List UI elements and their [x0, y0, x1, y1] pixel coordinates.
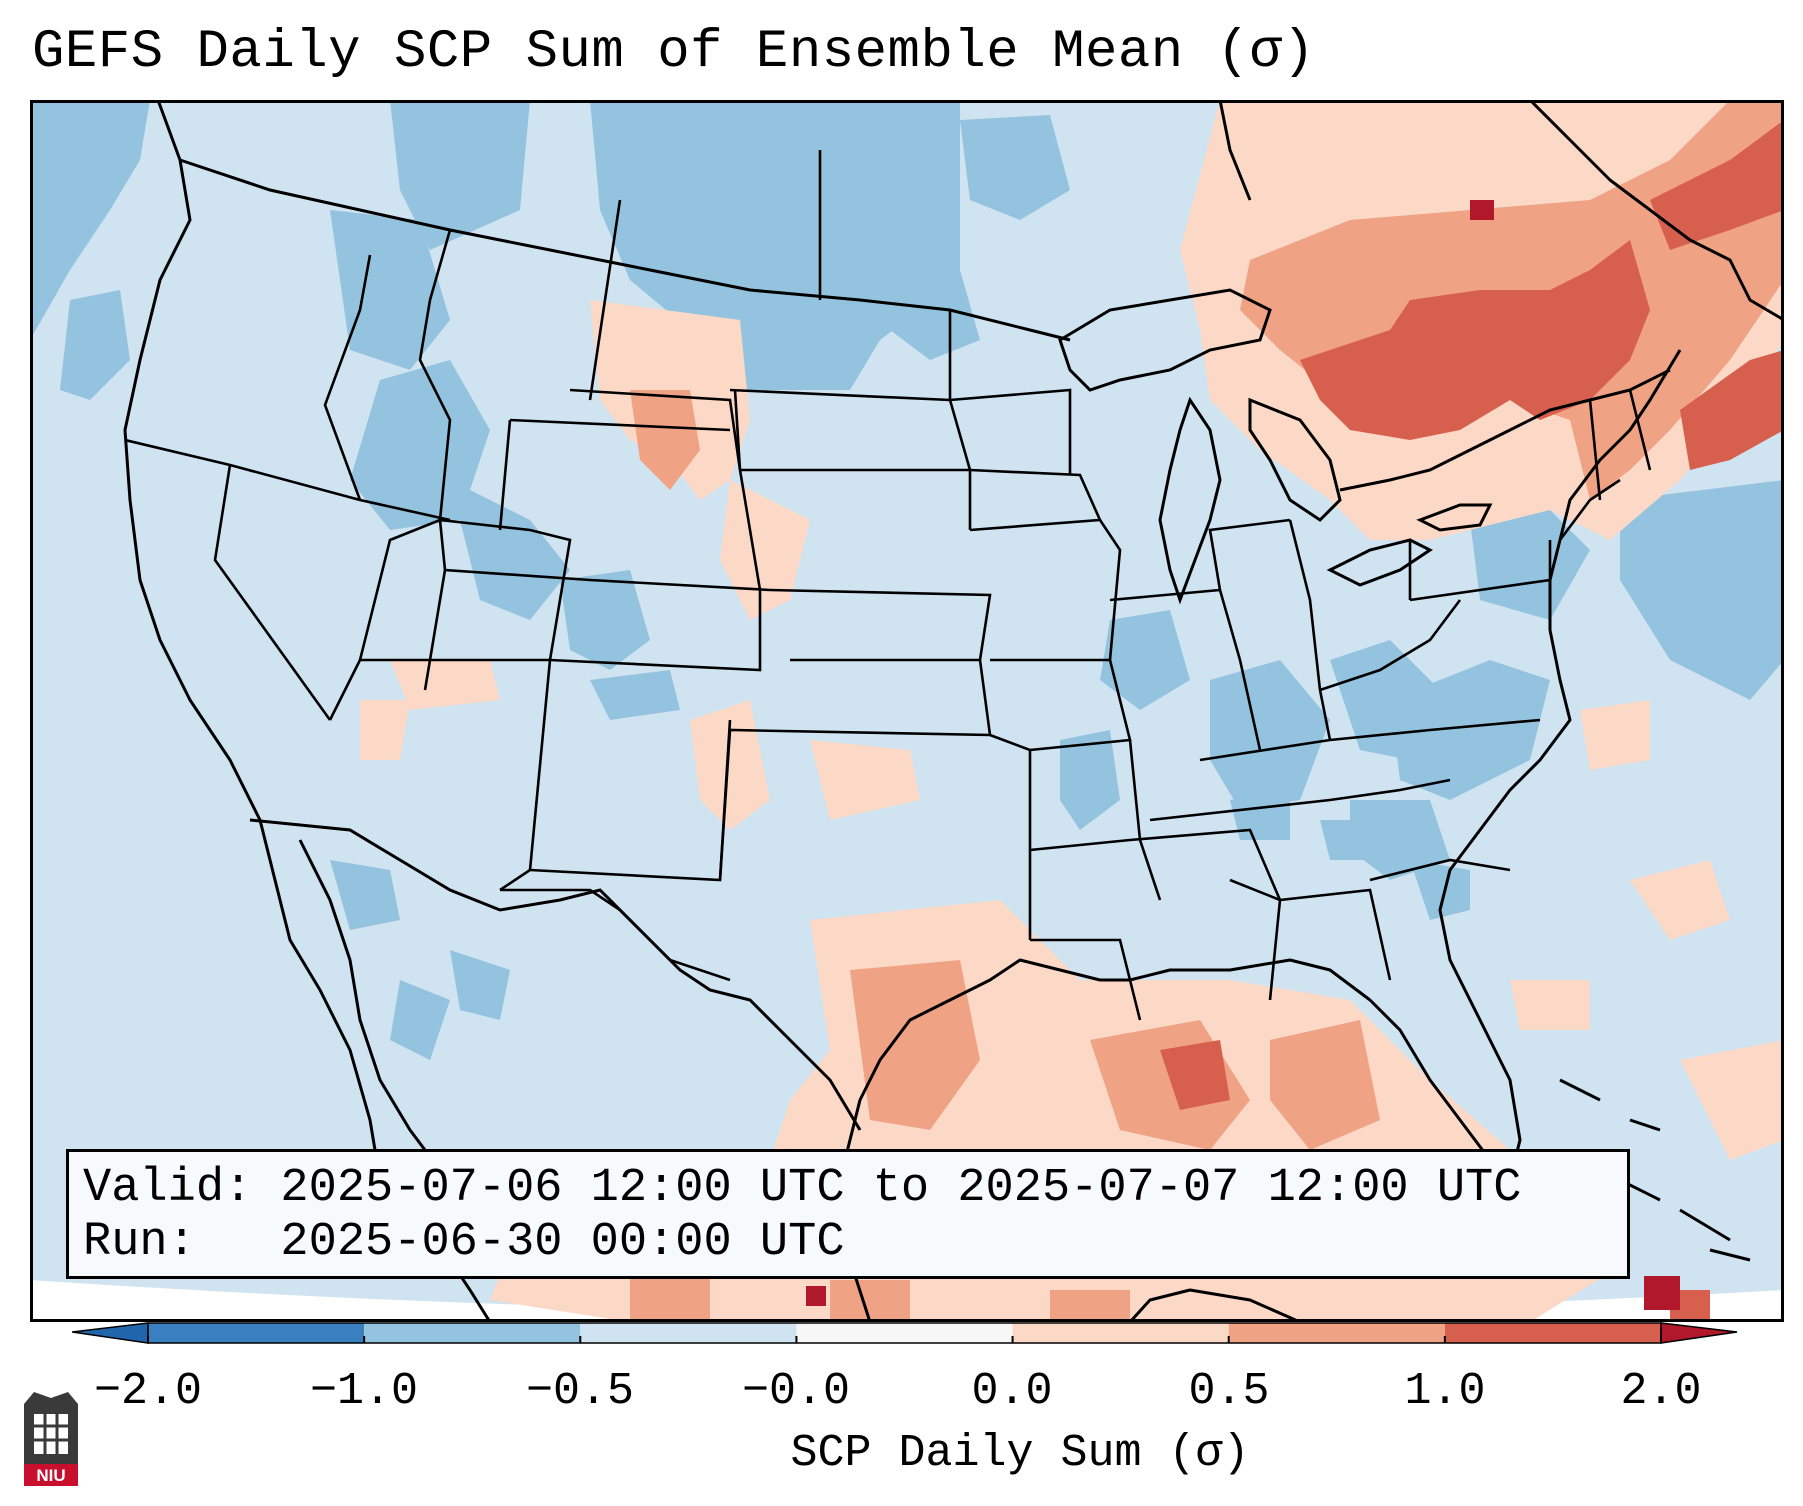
colorbar-extend-high — [1660, 1322, 1738, 1344]
colorbar-tick-label: 1.0 — [1404, 1366, 1486, 1417]
lake-huron — [1248, 397, 1342, 522]
lake-michigan — [1158, 396, 1222, 605]
colorbar — [72, 1322, 1738, 1344]
canada-border-east — [1339, 368, 1671, 492]
colorbar-outline — [147, 1322, 1662, 1344]
colorbar-tick-label: −0.5 — [525, 1366, 635, 1417]
lake-erie — [1326, 538, 1433, 587]
yucatan-coastline — [1128, 1288, 1301, 1322]
valid-time-text: Valid: 2025-07-06 12:00 UTC to 2025-07-0… — [83, 1162, 1522, 1215]
colorbar-segment — [1012, 1323, 1229, 1343]
colorbar-tick-label: 0.0 — [971, 1366, 1053, 1417]
run-time-text: Run: 2025-06-30 00:00 UTC — [83, 1216, 845, 1269]
lake-ontario — [1416, 503, 1493, 532]
colorbar-extend-low — [72, 1322, 149, 1344]
niu-logo: NIU — [24, 1392, 78, 1486]
map-title: GEFS Daily SCP Sum of Ensemble Mean (σ) — [32, 22, 1316, 83]
colorbar-tick-label: −0.0 — [741, 1366, 851, 1417]
canada-east-coastline — [1528, 100, 1784, 322]
colorbar-segment — [796, 1323, 1013, 1343]
pacific-coastline — [123, 100, 392, 1231]
strong-positive-areas — [1160, 120, 1784, 1322]
colorbar-tick-label: −2.0 — [93, 1366, 203, 1417]
state-borders — [124, 150, 1652, 1021]
canada-border — [179, 158, 1071, 342]
colorbar-segment — [148, 1323, 365, 1343]
colorbar-segment — [1228, 1323, 1445, 1343]
colorbar-tick-label: 0.5 — [1188, 1366, 1270, 1417]
lake-superior — [1058, 288, 1272, 392]
hudson-bay-shore — [1218, 100, 1252, 201]
extreme-positive-pixels — [806, 200, 1680, 1310]
colorbar-segment — [1444, 1323, 1661, 1343]
colorbar-segment — [364, 1323, 581, 1343]
great-lakes — [1058, 288, 1493, 605]
valid-run-info-box: Valid: 2025-07-06 12:00 UTC to 2025-07-0… — [66, 1149, 1630, 1279]
baja-coastline — [298, 839, 442, 1171]
negative-anomaly-areas — [30, 100, 1784, 1060]
colorbar-tick-label: 2.0 — [1620, 1366, 1702, 1417]
colorbar-tick-label: −1.0 — [309, 1366, 419, 1417]
svg-text:NIU: NIU — [36, 1466, 65, 1485]
map-frame — [30, 100, 1784, 1322]
scp-map — [30, 100, 1784, 1322]
colorbar-label: SCP Daily Sum (σ) — [790, 1428, 1250, 1479]
colorbar-segment — [580, 1323, 797, 1343]
